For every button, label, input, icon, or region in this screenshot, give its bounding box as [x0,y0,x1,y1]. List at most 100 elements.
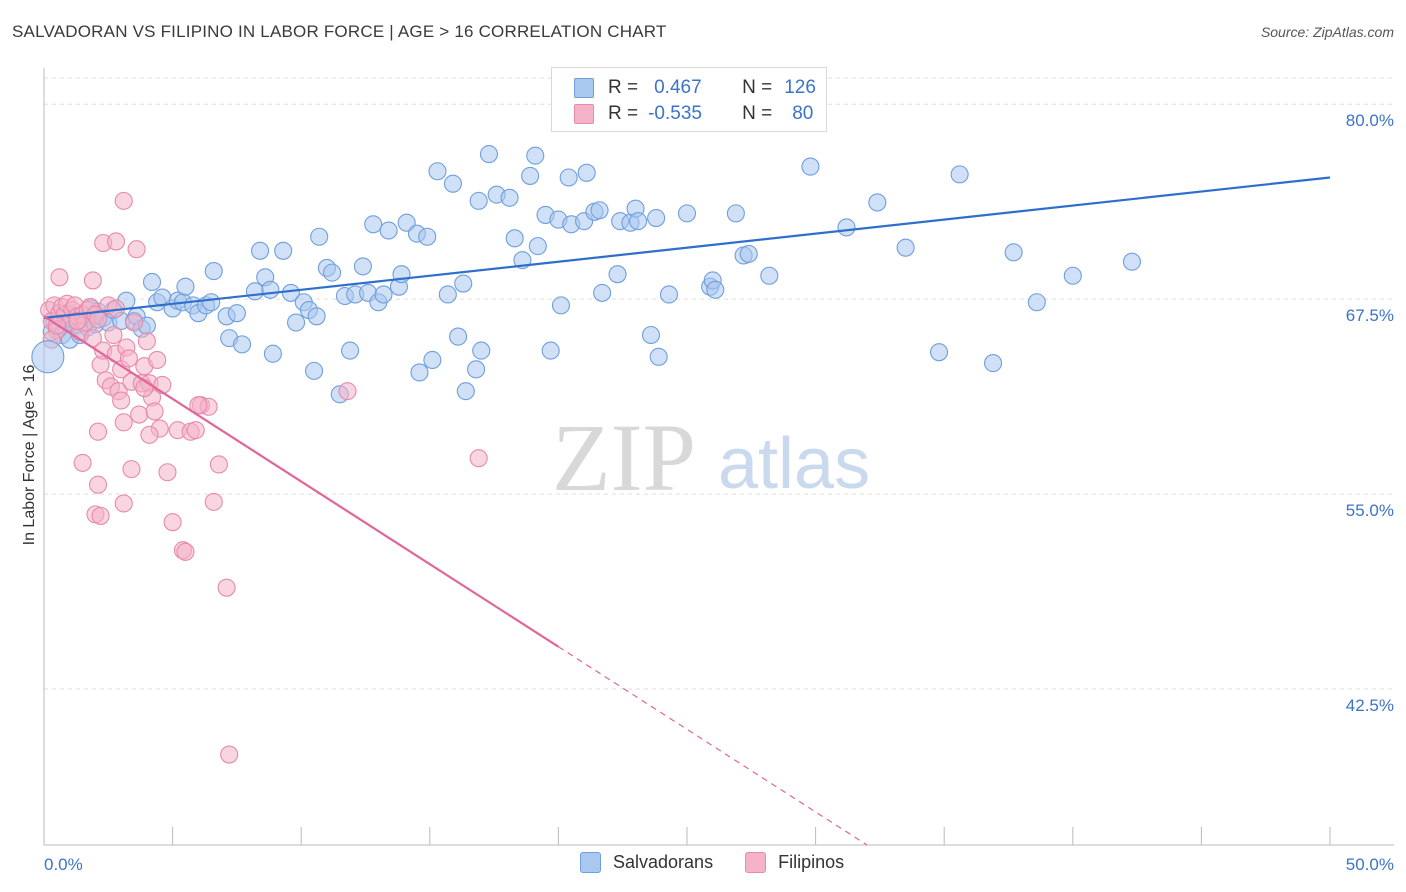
filipino-point [137,332,156,351]
salvadoran-point [641,325,661,345]
filipino-point [176,542,195,561]
filipino-point [50,268,69,287]
filipino-point [130,405,149,424]
salvadoran-point [202,293,221,312]
salvadoran-point [418,227,437,246]
salvadoran-point [659,285,679,304]
legend-n-value-filipinos: 80 [792,103,814,124]
filipino-point [122,460,141,479]
salvadoran-point [423,350,442,370]
salvadoran-point [454,274,473,293]
salvadoran-trendline [43,176,1331,319]
bottom-legend-label-filipinos: Filipinos [778,852,845,872]
salvadoran-point [410,363,429,382]
salvadoran-point [142,272,162,292]
filipino-point [158,463,177,482]
filipino-point [186,421,205,440]
legend-swatch-filipinos [574,104,594,124]
chart-title: SALVADORAN VS FILIPINO IN LABOR FORCE | … [12,22,667,41]
salvadoran-point [593,283,612,302]
salvadoran-point [364,215,383,234]
x-tick-label-1: 50.0% [1346,855,1394,874]
salvadoran-point [469,191,488,210]
salvadoran-point [760,266,779,285]
filipino-point [469,449,488,468]
bottom-legend: Salvadorans Filipinos [580,852,876,873]
legend-n-value-salvadorans: 126 [784,77,816,98]
salvadoran-point [263,344,282,363]
y-tick-label: 55.0% [1346,501,1394,520]
salvadoran-point [379,221,398,240]
salvadoran-point [677,204,697,223]
filipino-point [140,425,159,444]
salvadoran-point [608,265,627,284]
legend-box: R = 0.467 N = 126 R = -0.535 N = 80 [551,67,827,132]
filipino-trendline [43,315,559,648]
salvadoran-point [837,218,856,237]
salvadoran-point [551,296,571,315]
filipino-point [148,350,167,370]
salvadoran-point [559,168,578,187]
salvadoran-point [456,382,475,401]
salvadoran-point [930,343,949,362]
salvadoran-point [176,277,195,296]
bottom-legend-item-salvadorans: Salvadorans [580,852,713,873]
salvadoran-point [449,327,468,346]
salvadoran-point [245,282,264,301]
legend-n-label: N = [742,77,773,98]
salvadoran-point [505,229,524,248]
legend-swatch-salvadorans [574,78,594,98]
salvadoran-point [1063,266,1082,285]
salvadoran-point [374,285,393,304]
salvadoran-point [261,280,280,299]
bottom-legend-swatch-filipinos [745,852,767,873]
filipino-point [88,422,108,441]
filipino-trendline-extension [558,646,868,846]
salvadoran-point [443,174,462,193]
salvadoran-point [341,341,360,360]
y-tick-label: 42.5% [1346,696,1394,715]
salvadoran-point [274,241,293,260]
salvadoran-point [305,361,324,380]
filipino-point [114,413,133,432]
salvadoran-point [250,241,270,260]
y-axis-title: In Labor Force | Age > 16 [21,365,38,546]
bottom-legend-item-filipinos: Filipinos [745,852,844,873]
salvadoran-point [590,201,609,220]
salvadoran-point [739,244,758,263]
legend-r-label: R = [608,77,639,98]
salvadoran-point [528,237,547,256]
salvadoran-point [706,280,725,299]
filipino-point [112,391,131,410]
y-tick-label: 80.0% [1346,111,1394,130]
salvadoran-point [307,307,326,326]
salvadoran-point [577,163,596,182]
salvadoran-point [323,263,342,282]
salvadoran-point [896,238,915,257]
filipino-point [209,455,228,474]
salvadoran-point [232,335,252,354]
filipino-point [119,349,138,368]
y-tick-label: 67.5% [1346,306,1394,325]
filipino-point [135,378,154,398]
filipino-point [204,492,223,511]
filipino-point [220,745,239,764]
filipino-point [91,506,110,525]
bottom-legend-swatch-salvadorans [580,852,601,873]
filipino-point [83,271,102,290]
salvadoran-point [649,347,668,366]
filipino-point [88,475,108,494]
salvadoran-point-large [31,340,65,374]
legend-n-label: N = [742,103,773,124]
legend-r-label: R = [608,103,639,124]
watermark-zip: ZIP [552,404,696,511]
filipino-point [145,402,164,421]
filipino-point [338,382,357,401]
salvadoran-point [467,360,486,379]
x-tick-label-0: 0.0% [44,855,83,874]
salvadoran-point [472,341,491,360]
salvadoran-point [438,285,457,304]
filipino-point [106,232,126,251]
salvadoran-point [541,341,560,360]
